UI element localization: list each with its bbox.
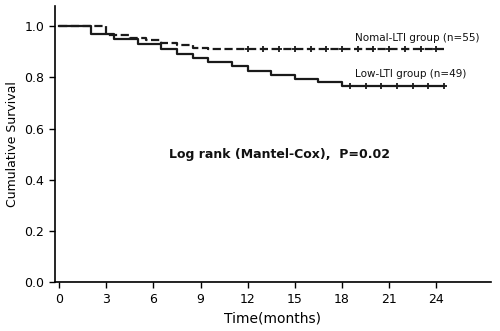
Text: Log rank (Mantel-Cox),  P=0.02: Log rank (Mantel-Cox), P=0.02 [169,148,390,161]
Y-axis label: Cumulative Survival: Cumulative Survival [6,81,18,207]
Text: Low-LTI group (n=49): Low-LTI group (n=49) [354,69,466,78]
X-axis label: Time(months): Time(months) [224,311,322,325]
Text: Nomal-LTI group (n=55): Nomal-LTI group (n=55) [354,33,479,43]
